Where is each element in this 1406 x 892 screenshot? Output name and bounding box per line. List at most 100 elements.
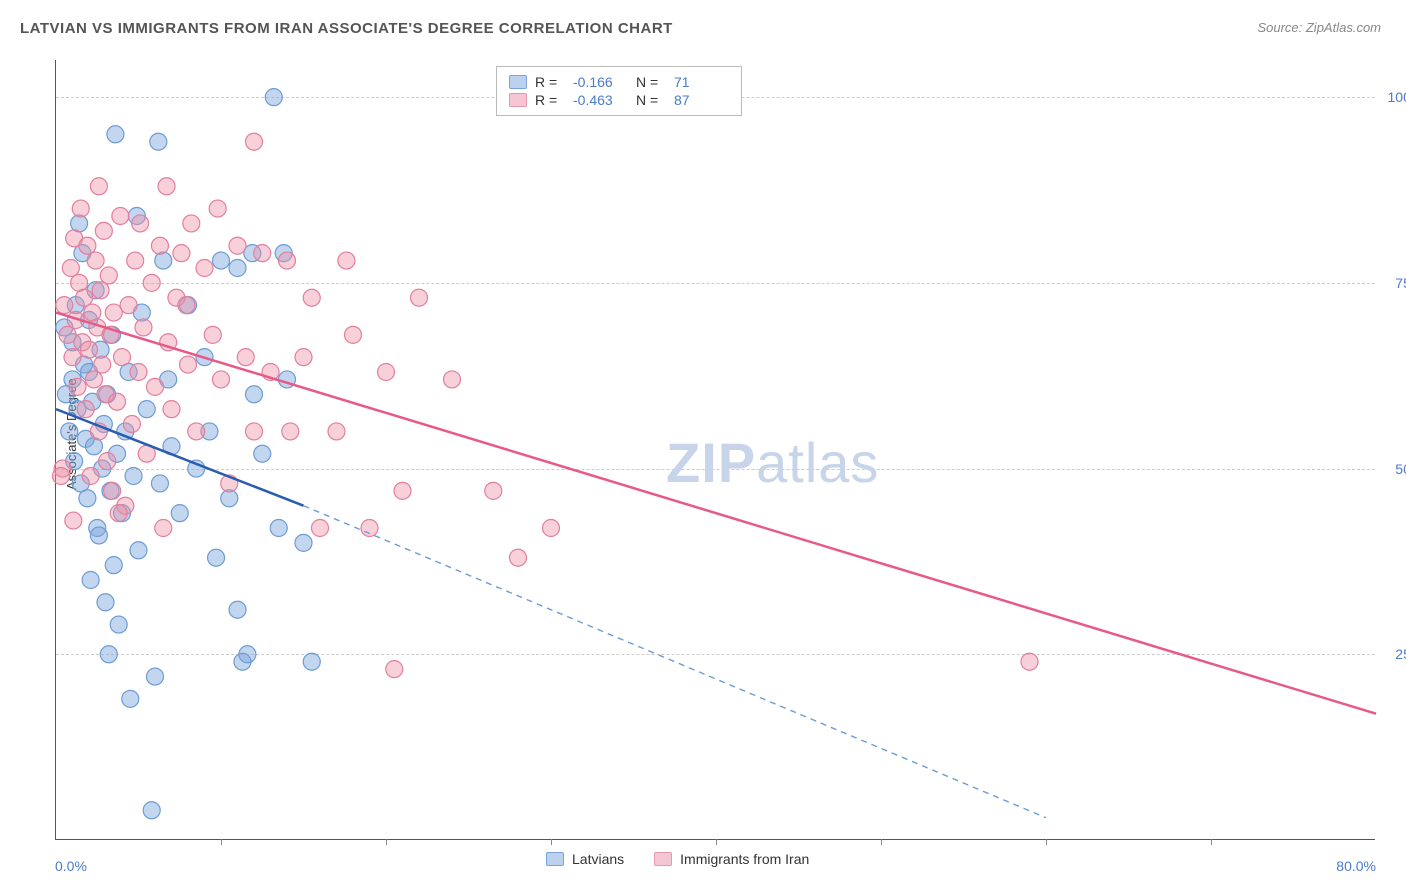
scatter-point	[151, 475, 168, 492]
x-minor-tick	[386, 839, 387, 845]
scatter-point	[386, 661, 403, 678]
scatter-point	[180, 356, 197, 373]
scatter-point	[147, 668, 164, 685]
scatter-point	[147, 378, 164, 395]
scatter-point	[173, 245, 190, 262]
scatter-point	[130, 364, 147, 381]
scatter-point	[90, 527, 107, 544]
scatter-point	[143, 274, 160, 291]
legend-stats-row-2: R = -0.463 N = 87	[509, 92, 729, 108]
scatter-point	[246, 423, 263, 440]
r-label: R =	[535, 74, 565, 90]
r-label: R =	[535, 92, 565, 108]
scatter-point	[229, 260, 246, 277]
scatter-point	[109, 393, 126, 410]
regression-line-extrapolated	[304, 506, 1047, 818]
scatter-point	[204, 326, 221, 343]
scatter-point	[282, 423, 299, 440]
legend-stats: R = -0.166 N = 71 R = -0.463 N = 87	[496, 66, 742, 116]
n-label: N =	[636, 92, 666, 108]
x-tick-min: 0.0%	[55, 858, 87, 874]
scatter-point	[97, 594, 114, 611]
scatter-point	[158, 178, 175, 195]
scatter-point	[87, 252, 104, 269]
legend-item-latvians: Latvians	[546, 851, 624, 867]
scatter-point	[239, 646, 256, 663]
scatter-point	[229, 237, 246, 254]
scatter-point	[79, 237, 96, 254]
legend-series: Latvians Immigrants from Iran	[546, 851, 809, 867]
scatter-point	[52, 468, 69, 485]
scatter-point	[150, 133, 167, 150]
scatter-point	[85, 371, 102, 388]
scatter-point	[328, 423, 345, 440]
scatter-point	[72, 200, 89, 217]
n-value-2: 87	[674, 92, 729, 108]
scatter-point	[95, 222, 112, 239]
scatter-point	[155, 252, 172, 269]
scatter-point	[61, 423, 78, 440]
scatter-point	[64, 349, 81, 366]
scatter-point	[279, 252, 296, 269]
scatter-point	[265, 89, 282, 106]
scatter-point	[246, 386, 263, 403]
scatter-point	[138, 401, 155, 418]
x-minor-tick	[1046, 839, 1047, 845]
scatter-point	[246, 133, 263, 150]
scatter-point	[81, 341, 98, 358]
scatter-point	[254, 445, 271, 462]
scatter-point	[312, 520, 329, 537]
scatter-point	[229, 601, 246, 618]
scatter-point	[76, 289, 93, 306]
scatter-point	[99, 453, 116, 470]
legend-label-latvians: Latvians	[572, 851, 624, 867]
scatter-point	[543, 520, 560, 537]
scatter-point	[345, 326, 362, 343]
scatter-point	[151, 237, 168, 254]
chart-title: LATVIAN VS IMMIGRANTS FROM IRAN ASSOCIAT…	[20, 20, 673, 37]
legend-stats-row-1: R = -0.166 N = 71	[509, 74, 729, 90]
x-minor-tick	[221, 839, 222, 845]
plot-area: Associate's Degree 25.0%50.0%75.0%100.0%…	[55, 60, 1375, 840]
x-minor-tick	[716, 839, 717, 845]
scatter-point	[196, 260, 213, 277]
legend-swatch-latvians	[509, 75, 527, 89]
scatter-point	[123, 416, 140, 433]
scatter-point	[112, 208, 129, 225]
x-tick-max: 80.0%	[1336, 858, 1376, 874]
scatter-point	[411, 289, 428, 306]
legend-swatch-iran	[509, 93, 527, 107]
source-attribution: Source: ZipAtlas.com	[1257, 20, 1381, 35]
scatter-point	[295, 534, 312, 551]
scatter-point	[378, 364, 395, 381]
scatter-point	[132, 215, 149, 232]
scatter-point	[444, 371, 461, 388]
r-value-2: -0.463	[573, 92, 628, 108]
scatter-point	[510, 549, 527, 566]
n-value-1: 71	[674, 74, 729, 90]
scatter-point	[110, 505, 127, 522]
scatter-point	[1021, 653, 1038, 670]
legend-swatch-latvians	[546, 852, 564, 866]
scatter-point	[56, 297, 73, 314]
scatter-point	[125, 468, 142, 485]
scatter-point	[104, 482, 121, 499]
scatter-point	[92, 282, 109, 299]
scatter-point	[208, 549, 225, 566]
scatter-point	[100, 646, 117, 663]
scatter-point	[82, 468, 99, 485]
chart-svg	[56, 60, 1375, 839]
scatter-point	[155, 520, 172, 537]
scatter-point	[143, 802, 160, 819]
scatter-point	[79, 490, 96, 507]
scatter-point	[69, 378, 86, 395]
scatter-point	[105, 557, 122, 574]
scatter-point	[213, 371, 230, 388]
y-tick-label: 100.0%	[1388, 89, 1406, 105]
y-tick-label: 50.0%	[1395, 461, 1406, 477]
scatter-point	[65, 512, 82, 529]
scatter-point	[303, 289, 320, 306]
scatter-point	[100, 267, 117, 284]
scatter-point	[82, 572, 99, 589]
scatter-point	[127, 252, 144, 269]
